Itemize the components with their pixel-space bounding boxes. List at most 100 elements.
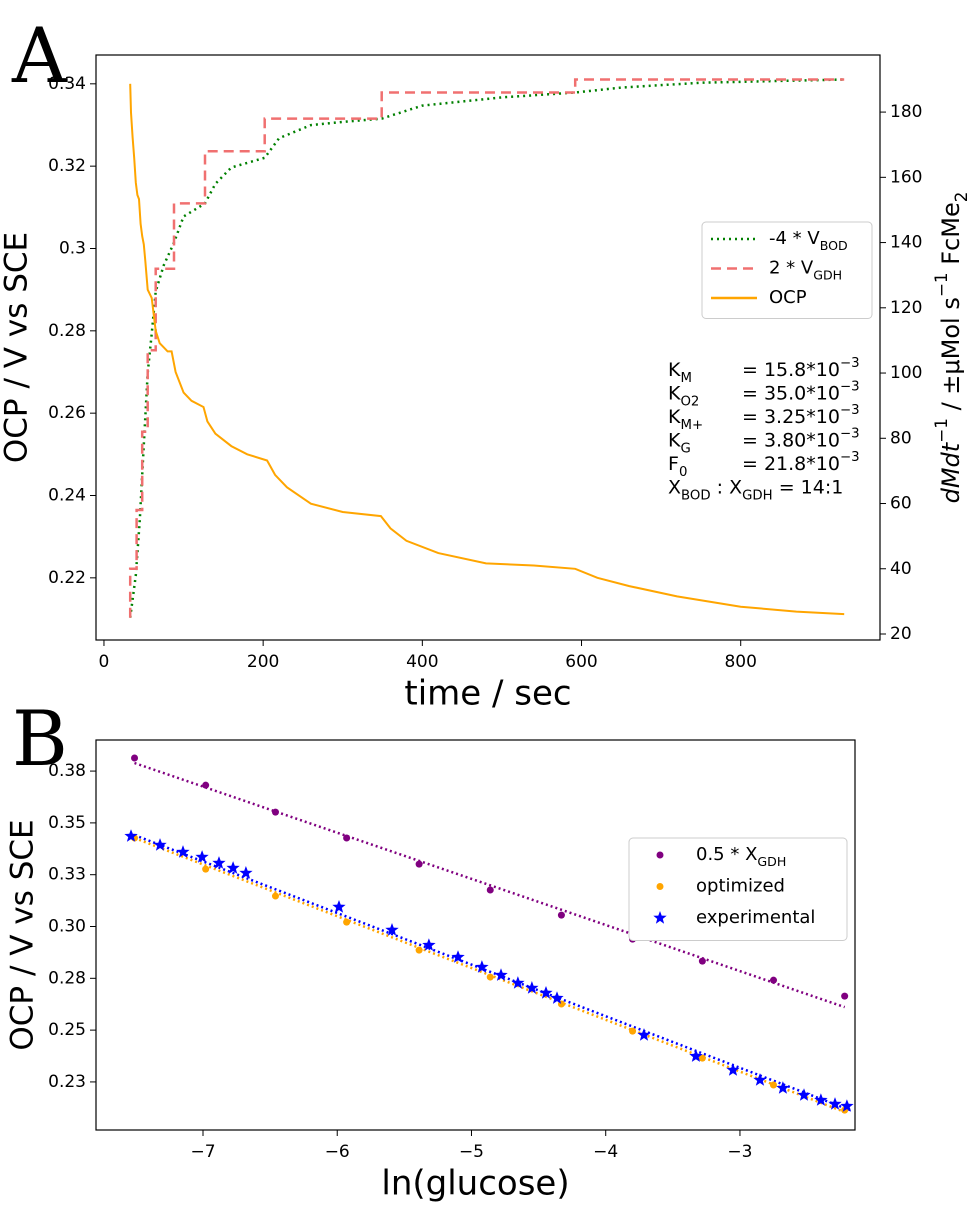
y2-tick-label: 80	[890, 428, 912, 448]
star-point	[176, 845, 190, 858]
panel-letter: B	[12, 694, 68, 783]
annotation-value: = 35.0*10−3	[742, 379, 860, 404]
legend-label: OCP	[769, 287, 807, 308]
star-point	[637, 1028, 651, 1041]
point	[486, 886, 494, 894]
y2-tick-label: 20	[890, 624, 912, 644]
point	[271, 892, 279, 900]
star-point	[239, 866, 253, 879]
point	[202, 865, 210, 873]
text-part: 0.5 * X	[696, 844, 757, 865]
star-point	[385, 923, 399, 936]
text-part: K	[668, 406, 681, 428]
y2-tick-label: 120	[890, 298, 922, 318]
star-point	[814, 1093, 828, 1106]
point	[415, 860, 423, 868]
text-part: BOD	[820, 238, 848, 253]
y-tick-label: 0.38	[48, 761, 86, 781]
y-tick-label: 0.24	[48, 485, 86, 505]
y2-axis-label: dMdt−1 / ±μMol s−1 FcMe2	[931, 192, 968, 504]
point	[629, 1027, 637, 1035]
annotation-label: F0	[668, 453, 687, 480]
text-part: / ±μMol s	[937, 297, 965, 418]
text-part: O2	[680, 394, 699, 409]
y2-tick-label: 160	[890, 167, 922, 187]
x-tick-label: −7	[190, 1142, 215, 1162]
star-point	[539, 986, 553, 999]
star-point	[332, 900, 346, 913]
plot-frame	[95, 54, 881, 641]
text-part: −3	[840, 379, 860, 394]
annotation-label: KM	[668, 359, 692, 386]
y-tick-label: 0.23	[48, 1072, 86, 1092]
y-tick-label: 0.28	[48, 968, 86, 988]
point	[486, 973, 494, 981]
point	[271, 808, 279, 816]
series-line	[129, 83, 845, 616]
x-tick-label: −3	[727, 1142, 752, 1162]
text-part: = 3.25*10	[742, 406, 840, 428]
text-part: = 15.8*10	[742, 359, 840, 381]
y-tick-label: 0.28	[48, 321, 86, 341]
text-part: K	[668, 359, 681, 381]
x-tick-label: −5	[459, 1142, 484, 1162]
point	[698, 1054, 706, 1062]
text-part: K	[668, 382, 681, 404]
text-part: GDH	[813, 268, 842, 283]
panel-letter: A	[11, 11, 68, 100]
series-line	[128, 78, 845, 618]
fit-line	[134, 761, 846, 1009]
x-tick-label: −4	[593, 1142, 618, 1162]
y-tick-label: 0.26	[48, 403, 86, 423]
text-part: 2	[951, 192, 968, 203]
text-part: GDH	[742, 488, 773, 503]
text-part: G	[680, 441, 690, 456]
point	[698, 957, 706, 965]
x-tick-label: 400	[406, 652, 438, 672]
star-point	[195, 850, 209, 863]
star-point	[726, 1063, 740, 1076]
series-line	[128, 78, 845, 618]
legend-swatch	[653, 911, 667, 924]
y2-tick-label: 100	[890, 363, 922, 383]
legend-label: 2 * VGDH	[769, 258, 842, 283]
annotation-label: KO2	[668, 382, 699, 409]
text-part: = 3.80*10	[742, 429, 840, 451]
star-point	[689, 1049, 703, 1062]
point	[202, 781, 210, 789]
text-part: -4 * V	[769, 228, 820, 249]
text-part: −1	[931, 418, 951, 443]
text-part: GDH	[757, 854, 786, 869]
star-point	[153, 838, 167, 851]
text-part: −3	[840, 450, 860, 465]
x-axis-label: ln(glucose)	[381, 1164, 569, 1204]
annotation-label: XBOD : XGDH = 14:1	[668, 476, 843, 503]
legend-label: 0.5 * XGDH	[696, 844, 786, 869]
annotation-value: = 15.8*10−3	[742, 356, 860, 381]
star-point	[494, 968, 508, 981]
star-point	[550, 991, 564, 1004]
annotation-value: = 21.8*10−3	[742, 450, 860, 475]
y2-tick-label: 60	[890, 494, 912, 514]
point	[841, 992, 849, 1000]
text-part: M+	[680, 418, 703, 433]
y-tick-label: 0.32	[48, 156, 86, 176]
y-tick-label: 0.33	[48, 865, 86, 885]
star-point	[451, 950, 465, 963]
y-tick-label: 0.25	[48, 1020, 86, 1040]
x-tick-label: 800	[724, 652, 756, 672]
text-part: = 14:1	[773, 476, 844, 498]
annotation-value: = 3.25*10−3	[742, 403, 860, 428]
star-point	[226, 861, 240, 874]
legend-box	[701, 221, 873, 319]
legend-label: optimized	[696, 876, 785, 897]
y-tick-label: 0.22	[48, 568, 86, 588]
star-point	[511, 976, 525, 989]
star-point	[840, 1099, 854, 1112]
legend-label: experimental	[696, 907, 815, 928]
text-part: 2 * V	[769, 258, 814, 279]
text-part: −3	[840, 356, 860, 371]
text-part: −3	[840, 403, 860, 418]
star-point	[776, 1081, 790, 1094]
